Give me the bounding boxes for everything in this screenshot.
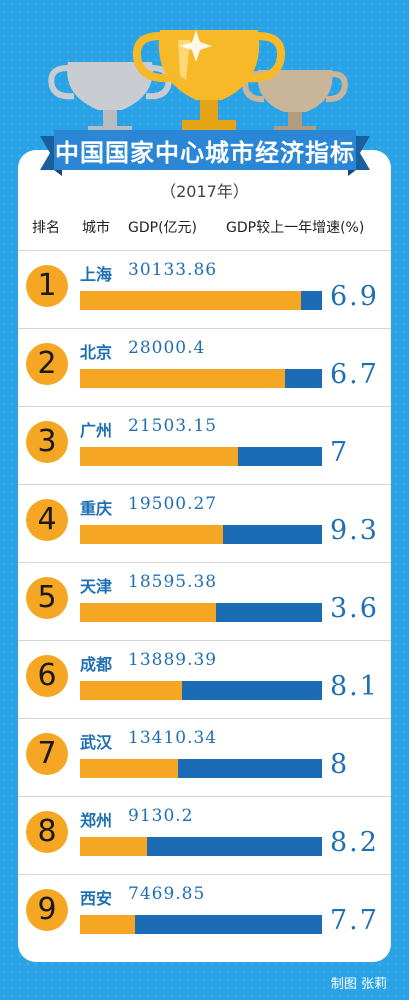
- city-row: 3 广州 21503.15 7: [18, 406, 391, 484]
- gdp-value-label: 7469.85: [128, 884, 206, 904]
- gdp-bar: [80, 681, 182, 700]
- growth-rate-label: 6.7: [330, 359, 379, 390]
- rank-badge: 6: [26, 655, 68, 697]
- city-label: 广州: [80, 421, 113, 440]
- gdp-bar-track: [80, 291, 322, 310]
- trophies-illustration: [48, 30, 348, 136]
- rank-badge: 2: [26, 343, 68, 385]
- gdp-bar-track: [80, 369, 322, 388]
- column-headers: 排名 城市 GDP(亿元) GDP较上一年增速(%): [0, 217, 409, 239]
- city-row: 2 北京 28000.4 6.7: [18, 328, 391, 406]
- gdp-bar: [80, 915, 135, 934]
- content-card: [18, 150, 391, 962]
- city-row: 5 天津 18595.38 3.6: [18, 562, 391, 640]
- header-gdp: GDP(亿元): [128, 220, 197, 236]
- gdp-value-label: 13410.34: [128, 728, 218, 748]
- header-city: 城市: [82, 220, 110, 236]
- gdp-value-label: 30133.86: [128, 260, 218, 280]
- gdp-bar: [80, 525, 223, 544]
- gdp-bar-track: [80, 525, 322, 544]
- page-title: 中国国家中心城市经济指标: [55, 139, 355, 167]
- gdp-bar-track: [80, 915, 322, 934]
- year-subtitle: （2017年）: [160, 182, 249, 201]
- credit-text: 制图 张莉: [330, 977, 387, 992]
- city-row: 1 上海 30133.86 6.9: [18, 250, 391, 328]
- rank-badge: 1: [26, 265, 68, 307]
- city-row: 6 成都 13889.39 8.1: [18, 640, 391, 718]
- rank-badge: 7: [26, 733, 68, 775]
- city-label: 上海: [80, 265, 113, 284]
- bronze-trophy-icon: [242, 70, 348, 136]
- title-banner: [40, 130, 370, 176]
- gdp-bar-track: [80, 603, 322, 622]
- city-label: 郑州: [80, 811, 113, 830]
- gdp-bar-track: [80, 447, 322, 466]
- gdp-bar: [80, 837, 147, 856]
- gdp-value-label: 28000.4: [128, 338, 206, 358]
- city-row: 4 重庆 19500.27 9.3: [18, 484, 391, 562]
- gdp-value-label: 9130.2: [128, 806, 194, 826]
- gdp-bar: [80, 369, 285, 388]
- growth-rate-label: 7: [330, 437, 350, 468]
- gdp-bar: [80, 291, 301, 310]
- city-label: 武汉: [80, 733, 113, 752]
- city-row: 9 西安 7469.85 7.7: [18, 874, 391, 952]
- header-rank: 排名: [32, 220, 60, 236]
- growth-rate-label: 8.2: [330, 827, 379, 858]
- gdp-bar: [80, 447, 238, 466]
- city-row: 7 武汉 13410.34 8: [18, 718, 391, 796]
- city-label: 重庆: [80, 499, 113, 518]
- gdp-bar: [80, 759, 178, 778]
- growth-rate-label: 6.9: [330, 281, 379, 312]
- growth-rate-label: 8.1: [330, 671, 379, 702]
- rank-badge: 5: [26, 577, 68, 619]
- gdp-value-label: 18595.38: [128, 572, 218, 592]
- city-label: 成都: [80, 655, 113, 674]
- gdp-bar-track: [80, 759, 322, 778]
- rank-badge: 3: [26, 421, 68, 463]
- gdp-bar: [80, 603, 216, 622]
- growth-rate-label: 3.6: [330, 593, 379, 624]
- rank-badge: 4: [26, 499, 68, 541]
- gdp-bar-track: [80, 837, 322, 856]
- growth-rate-label: 7.7: [330, 905, 379, 936]
- city-label: 天津: [80, 577, 113, 596]
- gdp-value-label: 19500.27: [128, 494, 218, 514]
- gdp-value-label: 21503.15: [128, 416, 218, 436]
- city-row: 8 郑州 9130.2 8.2: [18, 796, 391, 874]
- header-growth: GDP较上一年增速(%): [226, 220, 365, 236]
- rank-badge: 8: [26, 811, 68, 853]
- gdp-value-label: 13889.39: [128, 650, 218, 670]
- growth-rate-label: 8: [330, 749, 350, 780]
- growth-rate-label: 9.3: [330, 515, 379, 546]
- gdp-bar-track: [80, 681, 322, 700]
- gold-trophy-icon: [133, 30, 285, 134]
- rank-badge: 9: [26, 889, 68, 931]
- city-label: 北京: [80, 343, 113, 362]
- city-label: 西安: [80, 889, 113, 908]
